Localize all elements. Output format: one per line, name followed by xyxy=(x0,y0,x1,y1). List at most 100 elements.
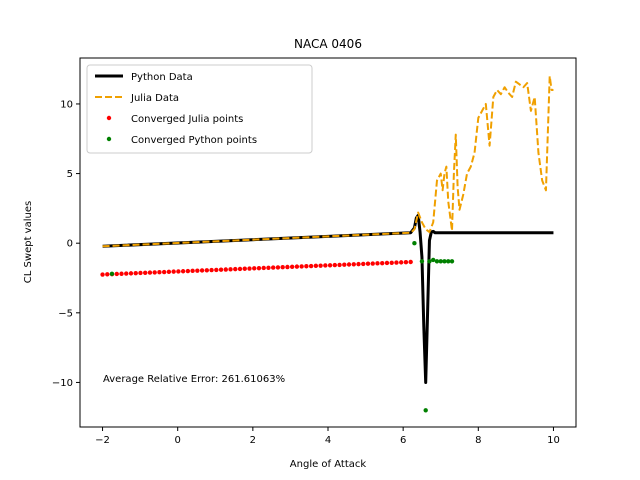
converged-julia-points-point xyxy=(327,263,333,268)
converged-julia-points-point xyxy=(375,261,380,266)
converged-julia-points-point xyxy=(119,271,124,276)
converged-julia-points-point xyxy=(214,267,219,273)
legend-converged-python-points-label: Converged Python points xyxy=(131,135,257,146)
converged-julia-points-point xyxy=(294,264,300,269)
converged-julia-points-point xyxy=(365,261,371,266)
converged-julia-points-point xyxy=(346,262,352,267)
converged-julia-points-point xyxy=(157,270,162,275)
x-tick-label: 10 xyxy=(547,435,560,446)
converged-julia-points-point xyxy=(313,263,319,269)
converged-julia-points-point xyxy=(133,270,138,276)
converged-julia-points-point xyxy=(166,269,172,275)
converged-julia-points-point xyxy=(171,269,176,274)
converged-julia-points-point xyxy=(275,265,281,270)
converged-julia-points-point xyxy=(114,271,119,277)
converged-julia-points-point xyxy=(361,261,366,267)
chart-title: NACA 0406 xyxy=(294,37,362,51)
converged-julia-points-point xyxy=(285,264,290,270)
converged-python-points-point xyxy=(446,259,451,264)
average-error-annotation: Average Relative Error: 261.61063% xyxy=(103,374,285,385)
converged-julia-points-point xyxy=(323,263,328,268)
legend: Python Data Julia Data Converged Julia poi… xyxy=(86,64,313,154)
y-tick-label: 10 xyxy=(60,99,73,110)
converged-julia-points-point xyxy=(124,271,129,276)
y-tick-label: −5 xyxy=(58,308,73,319)
converged-julia-points-point xyxy=(100,272,105,277)
y-tick-label: −10 xyxy=(52,378,73,389)
converged-python-points-point xyxy=(423,408,428,413)
x-tick-label: 2 xyxy=(250,435,256,446)
converged-julia-points-point xyxy=(195,268,200,273)
converged-julia-points-point xyxy=(337,262,342,268)
x-tick-label: 0 xyxy=(175,435,181,446)
converged-python-points-point xyxy=(427,259,432,264)
converged-julia-points-point xyxy=(138,270,143,276)
converged-julia-points-point xyxy=(394,260,399,265)
converged-julia-points-point xyxy=(398,260,404,265)
converged-python-points-point xyxy=(449,259,455,264)
converged-julia-points-point xyxy=(252,266,257,271)
legend-converged-julia-points-label: Converged Julia points xyxy=(131,114,243,125)
converged-julia-points-point xyxy=(304,264,309,269)
x-tick-label: −2 xyxy=(95,435,110,446)
converged-julia-points-point xyxy=(128,271,134,276)
converged-julia-points-point xyxy=(228,267,233,272)
plot-area xyxy=(100,75,554,413)
converged-julia-points-point xyxy=(204,268,210,273)
converged-julia-points-point xyxy=(261,265,266,271)
converged-julia-points-point xyxy=(209,267,214,273)
converged-julia-points-point xyxy=(105,272,110,277)
converged-julia-points-point xyxy=(180,269,186,274)
converged-julia-points-point xyxy=(247,266,252,271)
converged-python-points-point xyxy=(431,257,436,263)
legend-converged-python-points-swatch xyxy=(106,136,112,142)
converged-julia-points-point xyxy=(408,259,413,265)
converged-julia-points-point xyxy=(185,268,191,274)
x-tick-label: 4 xyxy=(325,435,331,446)
axis-ticks: −2 0 2 4 6 8 10 −10 −5 0 5 10 xyxy=(52,99,560,446)
converged-julia-points-point xyxy=(389,260,394,265)
converged-julia-points-point xyxy=(176,269,181,274)
converged-julia-points-point xyxy=(271,265,276,270)
y-tick-label: 5 xyxy=(67,169,73,180)
converged-julia-points-point xyxy=(161,269,167,275)
converged-julia-points-point xyxy=(218,267,224,272)
converged-julia-points-point xyxy=(318,263,323,268)
converged-julia-points-point xyxy=(143,270,148,275)
converged-julia-points-point xyxy=(351,262,356,267)
converged-python-points-point xyxy=(419,259,425,264)
x-tick-label: 8 xyxy=(475,435,481,446)
legend-box xyxy=(86,64,313,154)
converged-julia-points-point xyxy=(370,261,375,266)
y-tick-label: 0 xyxy=(67,239,73,250)
converged-julia-points-point xyxy=(308,263,314,269)
converged-julia-points-point xyxy=(242,266,247,271)
converged-julia-points-point xyxy=(356,261,361,267)
converged-julia-points-point xyxy=(147,270,153,275)
converged-julia-points-point xyxy=(380,260,385,266)
converged-julia-points-point xyxy=(384,260,390,266)
legend-julia-data-label: Julia Data xyxy=(130,93,179,104)
julia-data-line xyxy=(102,75,554,248)
converged-julia-points-point xyxy=(280,265,285,270)
legend-converged-julia-points-swatch xyxy=(106,115,112,121)
converged-julia-points-point xyxy=(190,268,195,274)
converged-python-points-point xyxy=(438,259,443,264)
converged-python-points-point xyxy=(442,259,447,264)
converged-julia-points-point xyxy=(299,264,304,269)
converged-julia-points-point xyxy=(289,264,295,270)
converged-julia-points-point xyxy=(237,266,243,272)
converged-python-points-point xyxy=(109,271,115,277)
converged-python-points-point xyxy=(434,259,440,264)
legend-python-data-label: Python Data xyxy=(131,72,193,83)
converged-julia-points-point xyxy=(342,262,347,267)
y-axis-title: CL Swept values xyxy=(23,201,34,283)
converged-julia-points-point xyxy=(266,265,271,270)
converged-python-points-point xyxy=(412,241,417,246)
converged-julia-points-point xyxy=(403,259,409,265)
converged-julia-points-point xyxy=(199,268,205,273)
converged-julia-points-point xyxy=(332,262,338,268)
converged-julia-points-point xyxy=(233,266,238,272)
converged-julia-points-point xyxy=(256,265,262,271)
